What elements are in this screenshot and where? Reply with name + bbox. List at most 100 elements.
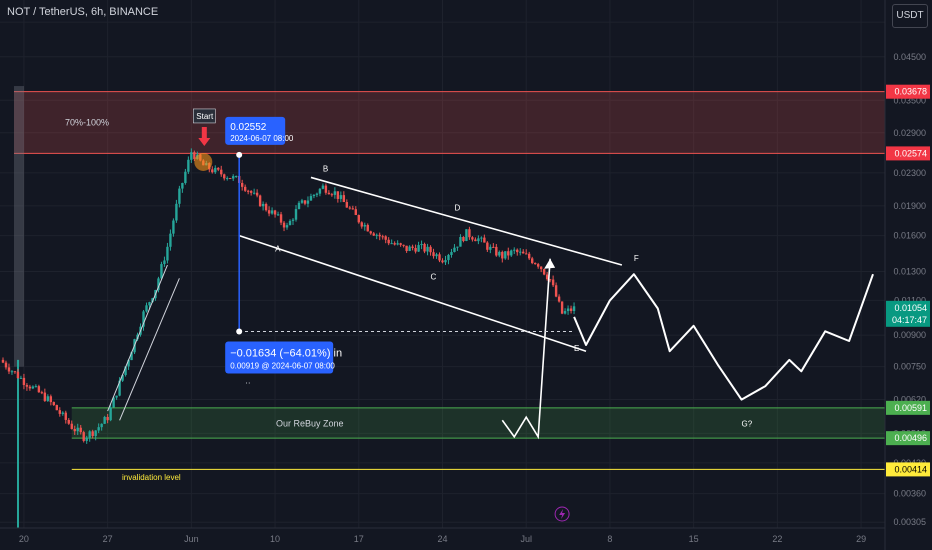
- candle-body[interactable]: [471, 237, 474, 240]
- candle-body[interactable]: [530, 258, 534, 264]
- candle-body[interactable]: [315, 193, 319, 195]
- candle-body[interactable]: [357, 215, 360, 223]
- candle-body[interactable]: [34, 386, 38, 388]
- candle-body[interactable]: [426, 246, 429, 252]
- candle-body[interactable]: [294, 209, 298, 220]
- candle-body[interactable]: [240, 182, 244, 187]
- candle-body[interactable]: [276, 214, 280, 216]
- candle-body[interactable]: [234, 175, 238, 177]
- candle-body[interactable]: [432, 252, 435, 257]
- candle-body[interactable]: [519, 251, 522, 253]
- candle-body[interactable]: [396, 243, 399, 245]
- candle-body[interactable]: [85, 437, 88, 441]
- candle-body[interactable]: [366, 224, 369, 232]
- candle-body[interactable]: [243, 186, 247, 191]
- candle-body[interactable]: [255, 192, 259, 196]
- candle-body[interactable]: [76, 427, 79, 432]
- candle-body[interactable]: [178, 188, 181, 204]
- currency-button[interactable]: USDT: [892, 4, 928, 28]
- candle-body[interactable]: [300, 200, 304, 203]
- candle-body[interactable]: [91, 431, 94, 436]
- candle-body[interactable]: [566, 308, 570, 312]
- candle-body[interactable]: [474, 239, 477, 242]
- candle-body[interactable]: [408, 246, 411, 251]
- candle-body[interactable]: [145, 305, 148, 312]
- candle-body[interactable]: [229, 178, 232, 180]
- candle-body[interactable]: [495, 246, 498, 256]
- candle-body[interactable]: [435, 254, 438, 257]
- candle-body[interactable]: [109, 407, 112, 421]
- candle-body[interactable]: [369, 231, 372, 234]
- candle-body[interactable]: [249, 191, 253, 193]
- candle-body[interactable]: [354, 209, 357, 216]
- candle-body[interactable]: [545, 274, 549, 280]
- candle-body[interactable]: [563, 311, 567, 314]
- candle-body[interactable]: [384, 236, 387, 240]
- candle-body[interactable]: [477, 238, 480, 242]
- time-axis[interactable]: 20 27 Jun 10 17 24 Jul 8 15 22 29: [0, 527, 885, 544]
- candle-body[interactable]: [130, 352, 133, 361]
- candle-body[interactable]: [291, 219, 295, 221]
- candle-body[interactable]: [492, 246, 495, 248]
- candle-body[interactable]: [58, 410, 61, 414]
- candle-body[interactable]: [560, 301, 564, 314]
- candle-body[interactable]: [100, 423, 103, 428]
- candle-body[interactable]: [226, 178, 229, 180]
- candle-body[interactable]: [504, 251, 507, 259]
- candle-body[interactable]: [52, 402, 56, 406]
- candle-body[interactable]: [103, 416, 106, 424]
- candle-body[interactable]: [318, 188, 322, 194]
- candle-body[interactable]: [444, 260, 447, 263]
- candle-body[interactable]: [261, 203, 265, 207]
- candle-body[interactable]: [43, 392, 47, 401]
- candle-body[interactable]: [330, 194, 334, 196]
- candle-body[interactable]: [267, 210, 271, 214]
- candle-body[interactable]: [297, 202, 301, 210]
- candle-body[interactable]: [498, 251, 501, 256]
- candle-body[interactable]: [288, 220, 292, 226]
- candle-body[interactable]: [46, 396, 50, 401]
- candle-body[interactable]: [70, 423, 73, 429]
- candle-body[interactable]: [270, 210, 274, 214]
- candle-body[interactable]: [387, 239, 390, 244]
- candle-body[interactable]: [82, 432, 85, 441]
- measure-point-bottom[interactable]: [236, 328, 243, 335]
- candle-body[interactable]: [172, 220, 175, 234]
- lightning-icon[interactable]: [554, 506, 570, 522]
- candle-body[interactable]: [214, 167, 217, 173]
- measure-point-top[interactable]: [236, 151, 243, 158]
- candle-body[interactable]: [411, 246, 414, 248]
- candle-body[interactable]: [246, 190, 250, 192]
- candle-body[interactable]: [372, 233, 375, 236]
- candle-body[interactable]: [351, 208, 355, 210]
- candle-body[interactable]: [273, 210, 277, 215]
- candle-body[interactable]: [528, 253, 531, 259]
- candle-body[interactable]: [175, 203, 178, 221]
- candle-body[interactable]: [121, 375, 124, 381]
- impulse-arrow[interactable]: [501, 258, 551, 440]
- candle-body[interactable]: [97, 427, 100, 431]
- candle-body[interactable]: [525, 253, 528, 255]
- candle-body[interactable]: [55, 405, 59, 411]
- candle-body[interactable]: [399, 243, 402, 245]
- candle-body[interactable]: [557, 296, 561, 302]
- candle-body[interactable]: [414, 247, 417, 252]
- candle-body[interactable]: [345, 202, 349, 208]
- candle-body[interactable]: [190, 152, 193, 160]
- candle-body[interactable]: [10, 371, 14, 373]
- candle-body[interactable]: [31, 386, 35, 389]
- candle-body[interactable]: [309, 196, 313, 201]
- candle-body[interactable]: [548, 279, 552, 281]
- candle-body[interactable]: [13, 371, 17, 373]
- pump-channel-lower[interactable]: [119, 278, 180, 421]
- candle-body[interactable]: [4, 362, 8, 368]
- candle-body[interactable]: [405, 245, 408, 251]
- candle-body[interactable]: [420, 243, 423, 246]
- candle-body[interactable]: [40, 392, 44, 394]
- candle-body[interactable]: [285, 225, 289, 228]
- candle-body[interactable]: [333, 191, 337, 195]
- candle-body[interactable]: [258, 195, 262, 207]
- projection-path[interactable]: [573, 273, 874, 401]
